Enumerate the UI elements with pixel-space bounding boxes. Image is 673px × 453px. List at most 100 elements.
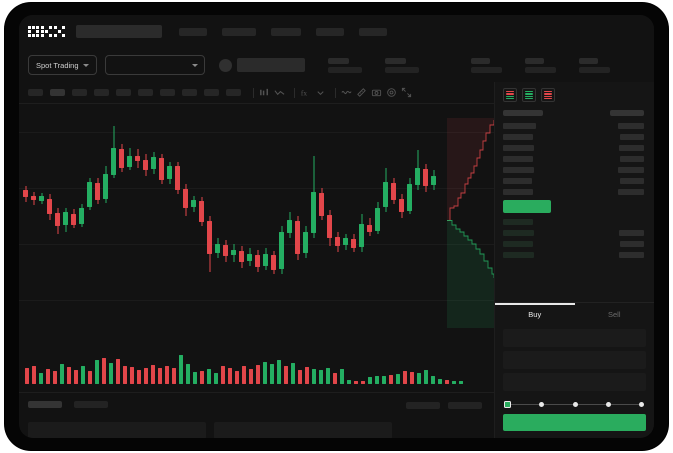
trading-pair-selector[interactable] xyxy=(104,55,205,75)
order-total-field[interactable] xyxy=(503,373,646,391)
volume-bar xyxy=(186,364,190,384)
orderbook-row[interactable] xyxy=(495,227,654,238)
orderbook-row[interactable] xyxy=(495,216,654,227)
timeframe-button-10[interactable] xyxy=(226,89,241,96)
toolbar-divider xyxy=(335,87,336,98)
candle xyxy=(55,104,60,336)
ruler-icon[interactable] xyxy=(356,87,367,98)
volume-bar xyxy=(403,371,407,384)
volume-bar xyxy=(172,368,176,384)
orderbook-row-price xyxy=(503,240,533,247)
orderbook-row[interactable] xyxy=(495,186,654,197)
timeframe-button-5[interactable] xyxy=(116,89,131,96)
timeframe-button-1[interactable] xyxy=(28,89,43,96)
timeframe-button-9[interactable] xyxy=(204,89,219,96)
chart-gridline xyxy=(19,188,494,189)
slider-step-3[interactable] xyxy=(572,402,578,407)
slider-step-4[interactable] xyxy=(605,402,611,407)
amount-percent-slider[interactable] xyxy=(495,395,654,412)
orderbook-row-price xyxy=(503,188,533,195)
orderbook-row-amount xyxy=(619,229,644,236)
okx-logo-icon[interactable] xyxy=(28,26,65,37)
tab-buy[interactable]: Buy xyxy=(495,303,575,325)
volume-bar xyxy=(123,366,127,384)
place-order-button[interactable] xyxy=(503,414,646,431)
nav-link-5[interactable] xyxy=(359,27,387,36)
orders-action-2[interactable] xyxy=(448,402,482,409)
timeframe-button-4[interactable] xyxy=(94,89,109,96)
orderbook-row-amount xyxy=(618,188,644,195)
slider-handle[interactable] xyxy=(504,401,511,408)
order-amount-field[interactable] xyxy=(503,351,646,369)
candle xyxy=(39,104,44,336)
camera-icon[interactable] xyxy=(371,87,382,98)
orderbook-asks[interactable] xyxy=(495,120,654,197)
orderbook-row[interactable] xyxy=(495,131,654,142)
volume-bar xyxy=(284,366,288,384)
orderbook-row[interactable] xyxy=(495,238,654,249)
volume-bar xyxy=(88,371,92,384)
candle xyxy=(415,104,420,336)
volume-bar xyxy=(410,372,414,384)
timeframe-button-2[interactable] xyxy=(50,89,65,96)
fullscreen-icon[interactable] xyxy=(401,87,412,98)
nav-link-1[interactable] xyxy=(179,27,207,36)
slider-step-5[interactable] xyxy=(639,402,644,407)
orderbook-row[interactable] xyxy=(495,164,654,175)
orders-tab-label xyxy=(28,401,62,408)
stat-label xyxy=(578,57,598,64)
orderbook-row[interactable] xyxy=(495,175,654,186)
candle xyxy=(335,104,340,336)
line-chart-icon[interactable] xyxy=(274,87,285,98)
orders-tab-1[interactable] xyxy=(28,401,62,408)
volume-bar xyxy=(39,373,43,384)
orderbook-row[interactable] xyxy=(495,249,654,260)
orderbook-view-toggles xyxy=(495,82,654,108)
nav-link-3[interactable] xyxy=(271,27,301,36)
volume-bar xyxy=(326,368,330,384)
orderbook-row-amount xyxy=(620,133,644,140)
volume-bar xyxy=(109,363,113,384)
volume-bar xyxy=(214,373,218,384)
volume-bar xyxy=(347,380,351,384)
wave-icon[interactable] xyxy=(341,87,352,98)
volume-bar xyxy=(144,368,148,384)
both-sides-icon[interactable] xyxy=(503,88,517,102)
slider-step-2[interactable] xyxy=(539,402,545,407)
price-chart[interactable] xyxy=(19,104,494,336)
candle xyxy=(47,104,52,336)
nav-link-2[interactable] xyxy=(222,27,256,36)
candle xyxy=(151,104,156,336)
orderbook-row[interactable] xyxy=(495,120,654,131)
logo-glyph-k xyxy=(41,26,52,37)
market-type-selector[interactable]: Spot Trading xyxy=(28,55,97,75)
orders-action-1[interactable] xyxy=(406,402,440,409)
tab-sell[interactable]: Sell xyxy=(607,310,621,319)
timeframe-button-8[interactable] xyxy=(182,89,197,96)
orderbook-bids[interactable] xyxy=(495,216,654,260)
timeframe-button-3[interactable] xyxy=(72,89,87,96)
candlestick-series xyxy=(19,104,494,336)
orders-tab-label xyxy=(74,401,108,408)
timeframe-button-7[interactable] xyxy=(160,89,175,96)
chevron-down-icon[interactable] xyxy=(315,87,326,98)
candlestick-icon[interactable] xyxy=(259,87,270,98)
candle xyxy=(279,104,284,336)
orderbook-row[interactable] xyxy=(495,142,654,153)
orderbook-row-price xyxy=(503,251,534,258)
volume-bar xyxy=(431,376,435,384)
indicators-icon[interactable]: fx xyxy=(300,87,311,98)
nav-link-4[interactable] xyxy=(316,27,344,36)
asks-only-icon[interactable] xyxy=(541,88,555,102)
volume-bar xyxy=(151,365,155,384)
timeframe-button-6[interactable] xyxy=(138,89,153,96)
orderbook-row-price xyxy=(503,177,532,184)
order-price-field[interactable] xyxy=(503,329,646,347)
bids-only-icon[interactable] xyxy=(522,88,536,102)
settings-icon[interactable] xyxy=(386,87,397,98)
search-input[interactable] xyxy=(76,25,162,38)
logo-glyph-o xyxy=(28,26,39,37)
orders-tab-2[interactable] xyxy=(74,401,108,408)
orderbook-row[interactable] xyxy=(495,153,654,164)
volume-chart xyxy=(19,336,494,392)
